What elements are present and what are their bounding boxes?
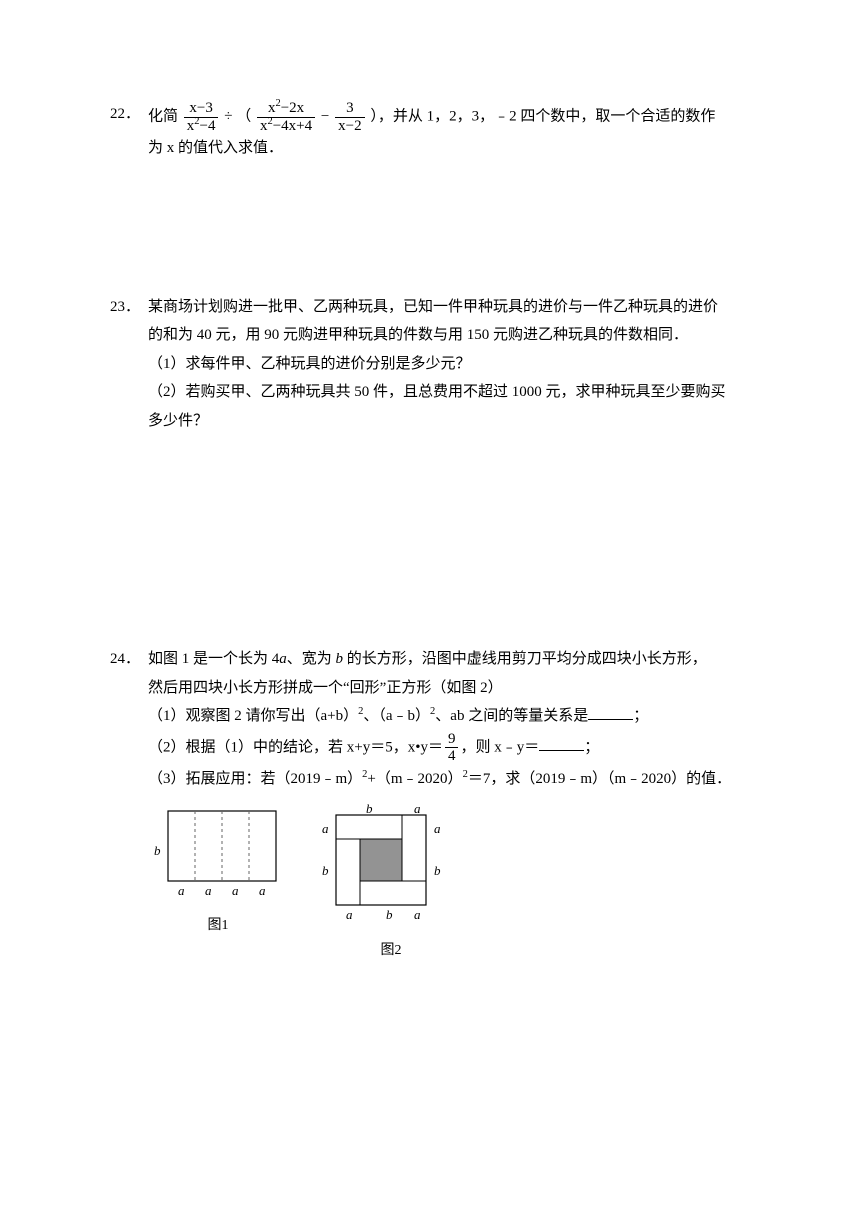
t: （3）拓展应用：若（2019﹣m）: [148, 771, 362, 787]
line: 22． 化简 x−3 x2−4 ÷ （ x2−2x x2−4x+4 − 3 x−…: [110, 100, 770, 134]
text: 为 x 的值代入求值．: [110, 134, 770, 163]
text: （2）若购买甲、乙两种玩具共 50 件，且总费用不超过 1000 元，求甲种玩具…: [110, 378, 770, 407]
text: （1）求每件甲、乙种玩具的进价分别是多少元？: [110, 350, 770, 379]
t: −4: [200, 118, 216, 134]
svg-text:a: a: [322, 821, 329, 836]
frac-den: 4: [445, 748, 459, 765]
fraction: x2−2x x2−4x+4: [257, 100, 315, 134]
text: −: [321, 108, 333, 124]
frac-den: x−2: [335, 118, 364, 135]
frac-num: 9: [445, 731, 459, 749]
figure-2-svg: b a a b a b a b a: [316, 803, 466, 923]
text: （2）根据（1）中的结论，若 x+y＝5，x•y＝94，则 x﹣y＝ ；: [110, 731, 770, 765]
t: ；: [633, 708, 648, 724]
t: 为 x 的值代入求值．: [148, 140, 283, 156]
figure-2: b a a b a b a b a 图2: [316, 803, 466, 964]
line: 24． 如图 1 是一个长为 4a、宽为 b 的长方形，沿图中虚线用剪刀平均分成…: [110, 645, 770, 674]
figure-caption: 图2: [316, 938, 466, 965]
svg-text:a: a: [414, 907, 421, 922]
t: 、ab 之间的等量关系是: [435, 708, 588, 724]
t: （2）根据（1）中的结论，若 x+y＝5，x•y＝: [148, 739, 443, 755]
text: ），并从 1，2，3，﹣2 四个数中，取一个合适的数作: [370, 108, 715, 124]
t: −4x+4: [273, 118, 312, 134]
figure-caption: 图1: [148, 913, 288, 940]
svg-text:a: a: [434, 821, 441, 836]
text: 如图 1 是一个长为 4a、宽为 b 的长方形，沿图中虚线用剪刀平均分成四块小长…: [148, 651, 707, 667]
svg-text:b: b: [386, 907, 393, 922]
problem-number: 22．: [110, 100, 148, 129]
figure-1-svg: b a a a a: [148, 803, 288, 898]
line: 23． 某商场计划购进一批甲、乙两种玩具，已知一件甲种玩具的进价与一件乙种玩具的…: [110, 293, 770, 322]
text: 然后用四块小长方形拼成一个“回形”正方形（如图 2）: [110, 674, 770, 703]
frac-den: x2−4x+4: [257, 118, 315, 135]
t: （1）观察图 2 请你写出（a+b）: [148, 708, 358, 724]
svg-text:b: b: [154, 843, 161, 858]
svg-text:a: a: [259, 883, 266, 898]
t: −2x: [281, 100, 304, 116]
problem-body: 如图 1 是一个长为 4a、宽为 b 的长方形，沿图中虚线用剪刀平均分成四块小长…: [148, 645, 770, 674]
text: （3）拓展应用：若（2019﹣m）2+（m﹣2020）2＝7，求（2019﹣m）…: [110, 765, 770, 794]
text: 多少件？: [110, 407, 770, 436]
t: ＝7，求（2019﹣m）（m﹣2020）的值．: [468, 771, 731, 787]
svg-text:b: b: [322, 863, 329, 878]
text: （1）观察图 2 请你写出（a+b）2、（a﹣b）2、ab 之间的等量关系是；: [110, 702, 770, 731]
text: 化简: [148, 108, 178, 124]
svg-text:b: b: [366, 803, 373, 816]
problem-number: 24．: [110, 645, 148, 674]
fraction: 3 x−2: [335, 100, 364, 134]
t: ；: [584, 739, 599, 755]
problem-body: 化简 x−3 x2−4 ÷ （ x2−2x x2−4x+4 − 3 x−2 ），…: [148, 100, 770, 134]
problem-number: 23．: [110, 293, 148, 322]
svg-text:a: a: [205, 883, 212, 898]
svg-text:a: a: [346, 907, 353, 922]
svg-text:a: a: [178, 883, 185, 898]
frac-num: x2−2x: [257, 100, 315, 118]
svg-text:a: a: [414, 803, 421, 816]
frac-num: 3: [335, 100, 364, 118]
frac-den: x2−4: [184, 118, 219, 135]
problem-22: 22． 化简 x−3 x2−4 ÷ （ x2−2x x2−4x+4 − 3 x−…: [110, 100, 770, 163]
t: 、（a﹣b）: [363, 708, 430, 724]
fraction: x−3 x2−4: [184, 100, 219, 134]
figure-1: b a a a a 图1: [148, 803, 288, 939]
problem-23: 23． 某商场计划购进一批甲、乙两种玩具，已知一件甲种玩具的进价与一件乙种玩具的…: [110, 293, 770, 436]
fraction: 94: [445, 731, 459, 765]
problem-24: 24． 如图 1 是一个长为 4a、宽为 b 的长方形，沿图中虚线用剪刀平均分成…: [110, 645, 770, 964]
blank: [539, 736, 584, 751]
text: 某商场计划购进一批甲、乙两种玩具，已知一件甲种玩具的进价与一件乙种玩具的进价: [148, 293, 770, 322]
blank: [588, 705, 633, 720]
svg-text:a: a: [232, 883, 239, 898]
svg-text:b: b: [434, 863, 441, 878]
text: ÷ （: [224, 108, 251, 124]
t: +（m﹣2020）: [367, 771, 462, 787]
figures: b a a a a 图1: [110, 803, 770, 964]
text: 的和为 40 元，用 90 元购进甲种玩具的件数与用 150 元购进乙种玩具的件…: [110, 321, 770, 350]
frac-num: x−3: [184, 100, 219, 118]
t: ，则 x﹣y＝: [460, 739, 539, 755]
